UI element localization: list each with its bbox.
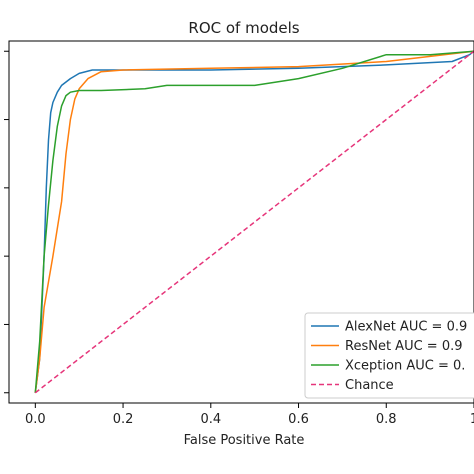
- x-axis-label: False Positive Rate: [184, 433, 305, 448]
- x-tick-label: 0.4: [200, 412, 221, 427]
- y-axis: [4, 50, 9, 394]
- x-tick-label: 0.2: [113, 412, 134, 427]
- legend-box: [304, 312, 474, 399]
- series-line-chance: [34, 50, 474, 394]
- x-tick-label: 1: [470, 412, 474, 427]
- legend-label: ResNet AUC = 0.9: [345, 339, 463, 354]
- chart-title: ROC of models: [188, 19, 299, 37]
- legend: AlexNet AUC = 0.9 ResNet AUC = 0.9 Xceptio…: [304, 312, 474, 399]
- legend-label: Xception AUC = 0.: [345, 359, 465, 374]
- legend-label: AlexNet AUC = 0.9: [345, 320, 467, 335]
- series-line-xception: [34, 50, 474, 393]
- plot-area: [34, 50, 474, 394]
- x-axis: 0.0 0.2 0.4 0.6 0.8 1: [25, 403, 474, 427]
- x-tick-label: 0.0: [25, 412, 46, 427]
- series-line-resnet: [34, 50, 474, 393]
- plot-frame: [8, 40, 474, 404]
- x-tick-label: 0.6: [288, 412, 309, 427]
- legend-label: Chance: [345, 378, 394, 393]
- x-tick-label: 0.8: [376, 412, 397, 427]
- series-line-alexnet: [34, 50, 474, 393]
